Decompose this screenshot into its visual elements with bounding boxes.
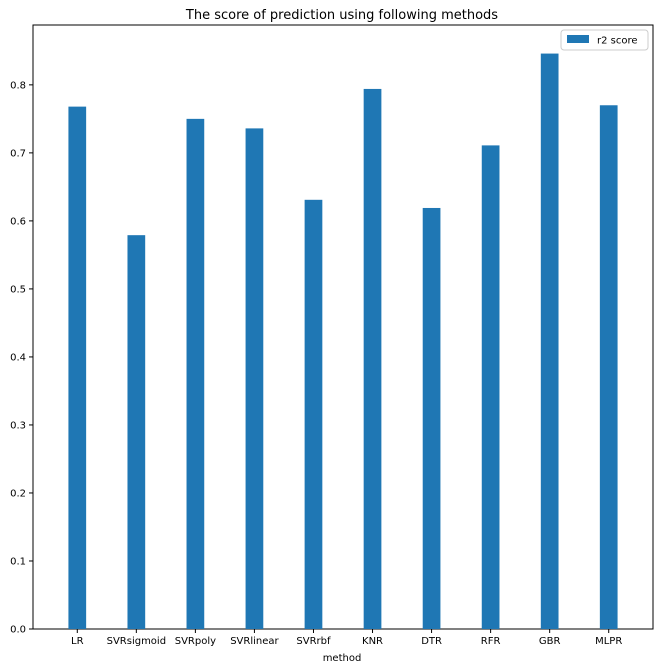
legend-label: r2 score: [597, 36, 638, 47]
plot-frame: [32, 24, 654, 630]
bar-rfr: [481, 145, 500, 629]
x-tick-label: MLPR: [595, 636, 622, 647]
y-tick-label: 0.8: [10, 80, 26, 91]
y-tick-label: 0.1: [10, 556, 26, 567]
y-tick-label: 0.5: [10, 284, 26, 295]
bar-knr: [363, 88, 382, 629]
bar-svrlinear: [245, 128, 264, 629]
x-tick-label: LR: [71, 636, 84, 647]
x-tick-label: DTR: [421, 636, 442, 647]
bar-svrrbf: [304, 199, 323, 629]
x-tick-label: SVRrbf: [296, 636, 331, 647]
bar-mlpr: [599, 105, 618, 630]
x-tick-label: GBR: [539, 636, 561, 647]
bar-svrpoly: [186, 118, 205, 629]
y-tick-label: 0.7: [10, 148, 26, 159]
x-tick-label: SVRsigmoid: [107, 636, 166, 647]
x-tick-label: RFR: [481, 636, 501, 647]
y-tick-label: 0.4: [10, 352, 26, 363]
chart-title: The score of prediction using following …: [185, 8, 498, 23]
plot-area: [32, 24, 654, 630]
x-axis: LR SVRsigmoid SVRpoly SVRlinear SVRrbf KNR DTR…: [71, 629, 622, 647]
y-tick-label: 0.3: [10, 420, 26, 431]
x-tick-label: SVRlinear: [230, 636, 279, 647]
x-axis-title: method: [323, 653, 362, 664]
x-tick-label: SVRpoly: [175, 636, 216, 647]
y-tick-label: 0.2: [10, 488, 26, 499]
legend-swatch: [567, 35, 589, 43]
x-tick-label: KNR: [362, 636, 383, 647]
y-tick-label: 0.0: [10, 625, 26, 636]
y-tick-label: 0.6: [10, 216, 26, 227]
y-axis: 0.0 0.1 0.2 0.3 0.4 0.5 0.6 0.7 0.8: [10, 80, 33, 636]
legend: r2 score: [560, 29, 649, 51]
bar-dtr: [422, 207, 441, 629]
bar-svrsigmoid: [127, 235, 146, 630]
bars-group: [68, 53, 618, 630]
bar-lr: [68, 106, 87, 629]
bar-gbr: [540, 53, 559, 629]
